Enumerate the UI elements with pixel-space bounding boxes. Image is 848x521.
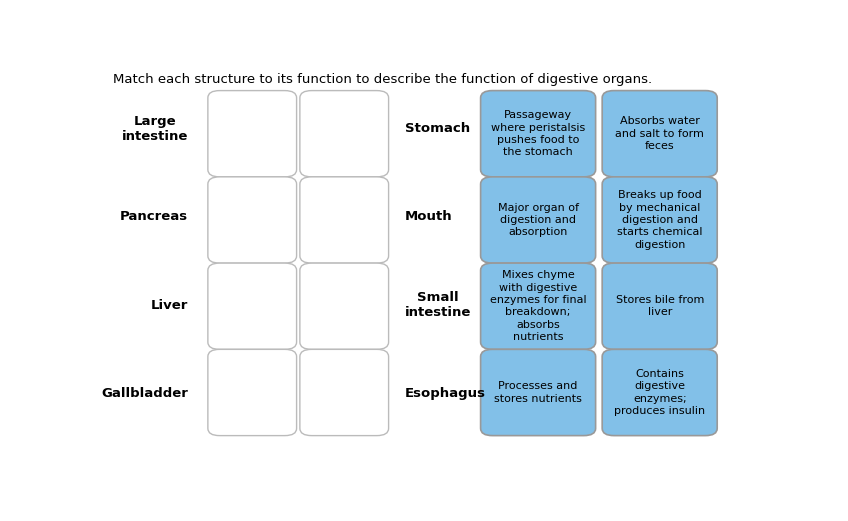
FancyBboxPatch shape [602, 263, 717, 350]
Text: Mouth: Mouth [405, 210, 453, 224]
Text: Major organ of
digestion and
absorption: Major organ of digestion and absorption [498, 203, 578, 238]
FancyBboxPatch shape [602, 177, 717, 263]
FancyBboxPatch shape [300, 263, 388, 350]
Text: Absorbs water
and salt to form
feces: Absorbs water and salt to form feces [616, 116, 704, 151]
Text: Processes and
stores nutrients: Processes and stores nutrients [494, 381, 582, 404]
FancyBboxPatch shape [602, 91, 717, 177]
Text: Match each structure to its function to describe the function of digestive organ: Match each structure to its function to … [113, 72, 652, 85]
Text: Stomach: Stomach [405, 122, 470, 135]
FancyBboxPatch shape [300, 91, 388, 177]
Text: Esophagus: Esophagus [405, 387, 486, 400]
Text: Pancreas: Pancreas [120, 210, 188, 224]
FancyBboxPatch shape [481, 177, 595, 263]
FancyBboxPatch shape [481, 263, 595, 350]
FancyBboxPatch shape [602, 350, 717, 436]
Text: Large
intestine: Large intestine [122, 115, 188, 143]
FancyBboxPatch shape [481, 91, 595, 177]
Text: Stores bile from
liver: Stores bile from liver [616, 295, 704, 317]
FancyBboxPatch shape [481, 350, 595, 436]
FancyBboxPatch shape [208, 263, 297, 350]
FancyBboxPatch shape [208, 177, 297, 263]
Text: Small
intestine: Small intestine [405, 291, 471, 319]
Text: Liver: Liver [151, 299, 188, 312]
Text: Breaks up food
by mechanical
digestion and
starts chemical
digestion: Breaks up food by mechanical digestion a… [617, 190, 702, 250]
Text: Passageway
where peristalsis
pushes food to
the stomach: Passageway where peristalsis pushes food… [491, 110, 585, 157]
Text: Mixes chyme
with digestive
enzymes for final
breakdown;
absorbs
nutrients: Mixes chyme with digestive enzymes for f… [490, 270, 587, 342]
FancyBboxPatch shape [300, 177, 388, 263]
FancyBboxPatch shape [208, 350, 297, 436]
Text: Contains
digestive
enzymes;
produces insulin: Contains digestive enzymes; produces ins… [614, 369, 706, 416]
Text: Gallbladder: Gallbladder [101, 387, 188, 400]
FancyBboxPatch shape [300, 350, 388, 436]
FancyBboxPatch shape [208, 91, 297, 177]
